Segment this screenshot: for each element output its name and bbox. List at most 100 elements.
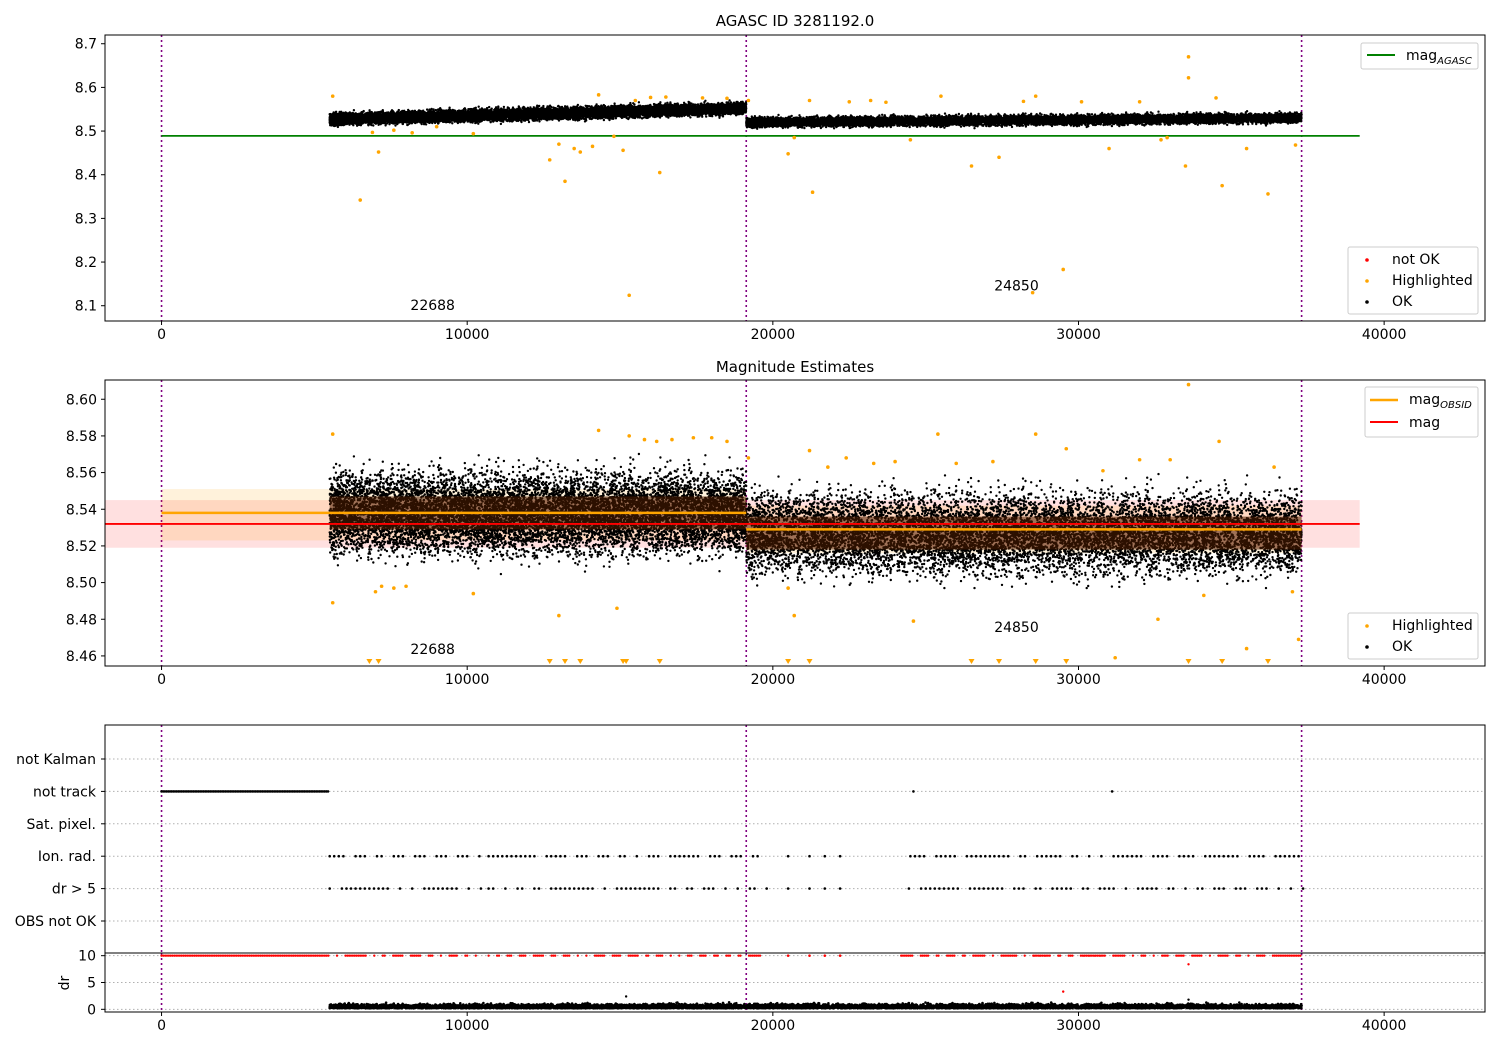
x-tick-label: 0 [157, 1018, 166, 1034]
x-tick-label: 40000 [1362, 1018, 1407, 1034]
dr-outlier-point [1187, 998, 1190, 1001]
highlighted-point [547, 158, 552, 162]
highlighted-point [1272, 465, 1276, 469]
clipped-highlighted-marker [996, 659, 1003, 664]
highlighted-point [1021, 99, 1026, 104]
panel-title: Magnitude Estimates [716, 358, 874, 376]
highlighted-point [1290, 589, 1295, 594]
flag-point [808, 887, 811, 890]
highlighted-point [700, 96, 705, 100]
clipped-highlighted-marker [806, 659, 813, 664]
highlighted-point [1107, 146, 1111, 151]
dr-flag-point [823, 954, 827, 957]
highlighted-point [657, 170, 662, 175]
legend-swatch-highlighted [1365, 624, 1369, 628]
clipped-highlighted-marker [1185, 659, 1192, 664]
x-tick-label: 30000 [1056, 1018, 1101, 1034]
highlighted-point [627, 293, 631, 298]
highlighted-point [691, 435, 696, 440]
highlighted-point [1159, 137, 1163, 142]
x-tick-label: 10000 [445, 672, 490, 688]
legend-swatch-ok [1365, 645, 1369, 649]
flag-row-label: Ion. rad. [38, 849, 96, 865]
highlighted-point [997, 155, 1001, 160]
y-tick-label: 8.46 [66, 649, 97, 665]
flag-point [1110, 790, 1114, 793]
flag-row-label: OBS not OK [15, 914, 97, 930]
highlighted-point [908, 137, 913, 142]
highlighted-point [807, 448, 812, 453]
axes-frame [104, 34, 1486, 322]
highlighted-point [642, 437, 647, 442]
y-tick-label: 8.6 [75, 80, 97, 96]
ok-points-density-core-1 [746, 516, 1302, 550]
y-tick-label: 8.52 [66, 539, 97, 555]
highlighted-point [1064, 446, 1069, 451]
obsid-label: 24850 [994, 278, 1039, 294]
legend-swatch-highlighted [1365, 279, 1369, 283]
x-tick-label: 10000 [445, 1018, 490, 1034]
highlighted-point [884, 100, 888, 105]
y-tick-label: 8.7 [75, 37, 97, 53]
dr-outlier-point [624, 995, 628, 998]
highlighted-point [648, 95, 653, 100]
legend-label-mag-agasc: magAGASC [1406, 48, 1472, 67]
agasc-magnitude-panel: AGASC ID 3281192.0 22688 24850 0 10000 2000… [75, 12, 1486, 343]
y-tick-label: 8.1 [75, 299, 97, 315]
x-tick-label: 30000 [1056, 327, 1101, 343]
legend-label-mag: mag [1409, 415, 1440, 431]
y-tick-label: 8.3 [75, 211, 97, 227]
highlighted-point [578, 150, 583, 154]
flag-point [912, 790, 915, 793]
legend-box [1347, 612, 1479, 660]
highlighted-point [991, 459, 995, 464]
legend-label-ok: OK [1392, 639, 1413, 655]
highlighted-point [1137, 100, 1142, 104]
clipped-highlighted-marker [366, 659, 373, 664]
clipped-highlighted-marker [562, 659, 568, 664]
y-tick-label: 5 [87, 976, 96, 992]
legend-label-not-ok: not OK [1392, 252, 1440, 268]
x-tick-label: 20000 [751, 672, 796, 688]
dr-flag-point [808, 954, 811, 957]
highlighted-point [1186, 382, 1191, 387]
highlighted-point [1168, 457, 1172, 462]
highlighted-point [786, 586, 790, 590]
y-axis-label: dr [57, 975, 73, 990]
highlighted-point [358, 198, 363, 202]
legend-box [1347, 246, 1479, 315]
highlighted-point [709, 435, 714, 440]
legend-top: magOBSID mag [1364, 386, 1479, 438]
clipped-highlighted-marker [968, 659, 975, 664]
ok-points-segment-1 [745, 110, 1303, 130]
obsid-label: 22688 [410, 642, 455, 658]
ok-points-segment-0 [328, 99, 748, 129]
flag-point [838, 854, 842, 858]
highlighted-point [1293, 143, 1298, 147]
y-tick-label: 8.50 [66, 576, 97, 592]
axes-frame [104, 379, 1486, 667]
highlighted-point [1183, 164, 1188, 168]
highlighted-point [654, 439, 659, 444]
highlighted-point [633, 98, 638, 103]
legend-bottom: Highlighted OK [1347, 612, 1479, 660]
x-tick-label: 0 [157, 672, 166, 688]
highlighted-point [847, 100, 852, 104]
highlighted-point [954, 461, 959, 466]
y-tick-label: 8.58 [66, 429, 97, 445]
highlighted-point [1156, 617, 1160, 622]
highlighted-point [826, 465, 830, 469]
highlighted-point [410, 131, 414, 135]
flag-point [838, 887, 842, 890]
flag-row-label: dr > 5 [52, 882, 96, 898]
highlighted-point [471, 131, 476, 136]
highlighted-point [1033, 432, 1038, 436]
flag-point [823, 887, 827, 890]
highlighted-point [1061, 267, 1066, 272]
flag-point [808, 854, 811, 858]
legend-label-mag-obsid: magOBSID [1409, 392, 1472, 411]
x-tick-label: 0 [157, 327, 166, 343]
highlighted-point [792, 613, 797, 618]
highlighted-point [936, 432, 940, 436]
